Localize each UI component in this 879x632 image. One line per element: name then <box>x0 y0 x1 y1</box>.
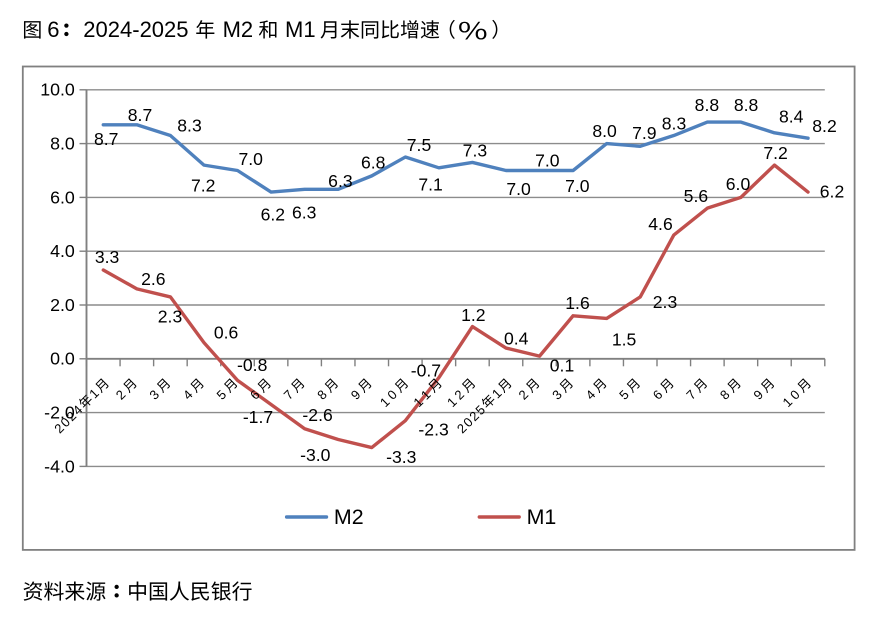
svg-text:8.7: 8.7 <box>94 129 118 149</box>
svg-text:8.2: 8.2 <box>812 116 836 136</box>
svg-text:8.8: 8.8 <box>734 95 759 115</box>
svg-text:2.0: 2.0 <box>50 295 75 315</box>
svg-text:-2.3: -2.3 <box>418 419 449 439</box>
svg-text:-4.0: -4.0 <box>44 456 75 476</box>
svg-text:-3.0: -3.0 <box>300 445 331 465</box>
svg-text:0.0: 0.0 <box>50 349 75 369</box>
svg-text:2.6: 2.6 <box>141 269 166 289</box>
svg-text:-2.0: -2.0 <box>44 403 75 423</box>
svg-text:7.5: 7.5 <box>407 135 432 155</box>
svg-text:6.2: 6.2 <box>261 205 285 225</box>
svg-text:2.3: 2.3 <box>158 307 183 327</box>
svg-text:-1.7: -1.7 <box>243 407 273 427</box>
svg-text:1.2: 1.2 <box>461 305 485 325</box>
svg-text:7.2: 7.2 <box>763 143 787 163</box>
svg-text:7.0: 7.0 <box>535 151 560 171</box>
svg-text:7.2: 7.2 <box>191 175 215 195</box>
svg-text:8.0: 8.0 <box>592 121 617 141</box>
svg-text:7.0: 7.0 <box>238 149 263 169</box>
svg-text:2024-2025: 2024-2025 <box>83 17 188 42</box>
svg-text:-0.7: -0.7 <box>411 360 441 380</box>
svg-text:-0.8: -0.8 <box>237 355 268 375</box>
svg-text:0.4: 0.4 <box>504 329 529 349</box>
svg-text:8.4: 8.4 <box>779 107 804 127</box>
svg-text:1.6: 1.6 <box>565 293 590 313</box>
svg-text:0.6: 0.6 <box>214 323 239 343</box>
svg-text:7.0: 7.0 <box>506 179 531 199</box>
svg-text:M2: M2 <box>334 505 364 529</box>
svg-text:8.3: 8.3 <box>177 115 202 135</box>
svg-text:8.7: 8.7 <box>128 105 152 125</box>
svg-text:1.5: 1.5 <box>612 330 637 350</box>
svg-text:7.9: 7.9 <box>632 123 656 143</box>
svg-text:6: 6 <box>47 17 59 42</box>
svg-text:7.0: 7.0 <box>565 176 590 196</box>
svg-text:6.8: 6.8 <box>361 153 386 173</box>
svg-text:7.3: 7.3 <box>463 140 488 160</box>
svg-text:6.0: 6.0 <box>726 174 751 194</box>
svg-text:2.3: 2.3 <box>653 292 678 312</box>
svg-text:3.3: 3.3 <box>95 247 120 267</box>
svg-text:8.3: 8.3 <box>662 114 687 134</box>
svg-text:8.8: 8.8 <box>695 95 720 115</box>
svg-text:6.0: 6.0 <box>50 187 75 207</box>
svg-text:4.0: 4.0 <box>50 241 75 261</box>
svg-text:6.2: 6.2 <box>820 182 844 202</box>
svg-text:M2: M2 <box>223 17 254 42</box>
svg-text:7.1: 7.1 <box>418 175 442 195</box>
svg-text:-2.6: -2.6 <box>302 405 333 425</box>
svg-text:-3.3: -3.3 <box>386 447 417 467</box>
svg-text:0.1: 0.1 <box>550 355 574 375</box>
svg-text:8.0: 8.0 <box>50 134 75 154</box>
svg-text:5.6: 5.6 <box>684 186 709 206</box>
svg-text:6.3: 6.3 <box>292 203 317 223</box>
svg-text:6.3: 6.3 <box>328 171 353 191</box>
svg-text:4.6: 4.6 <box>648 214 673 234</box>
svg-text:M1: M1 <box>527 505 557 529</box>
svg-text:M1: M1 <box>285 17 316 42</box>
svg-text:10.0: 10.0 <box>40 80 75 100</box>
